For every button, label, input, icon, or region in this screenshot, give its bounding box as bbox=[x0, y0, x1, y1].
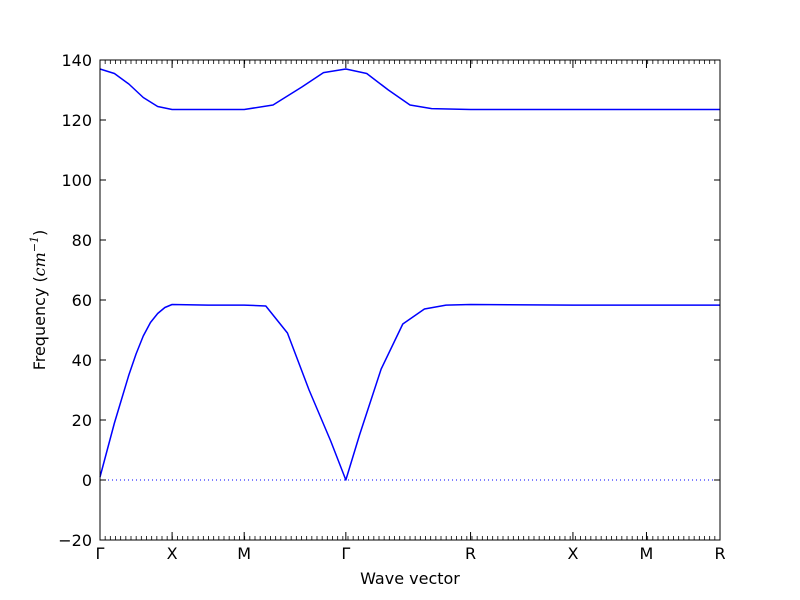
x-tick-label: M bbox=[640, 544, 654, 563]
y-tick-label: 20 bbox=[72, 411, 92, 430]
x-axis-title: Wave vector bbox=[360, 569, 460, 588]
y-tick-label: 80 bbox=[72, 231, 92, 250]
x-tick-label: Γ bbox=[96, 544, 105, 563]
x-tick-label: X bbox=[167, 544, 178, 563]
series-line-0 bbox=[99, 303, 720, 481]
y-tick-label: 140 bbox=[61, 51, 92, 70]
y-tick-label: 100 bbox=[61, 171, 92, 190]
y-tick-label: −20 bbox=[58, 531, 92, 550]
y-tick-label: 40 bbox=[72, 351, 92, 370]
x-tick-label: R bbox=[714, 544, 725, 563]
y-tick-label: 0 bbox=[82, 471, 92, 490]
x-tick-label: X bbox=[567, 544, 578, 563]
y-tick-label: 120 bbox=[61, 111, 92, 130]
x-tick-label: M bbox=[237, 544, 251, 563]
plot-frame bbox=[99, 59, 721, 541]
y-axis-title: Frequency (cm−1) bbox=[28, 230, 49, 371]
x-tick-label: Γ bbox=[341, 544, 350, 563]
x-tick-label: R bbox=[465, 544, 476, 563]
series-line-1 bbox=[99, 68, 720, 111]
y-tick-label: 60 bbox=[72, 291, 92, 310]
